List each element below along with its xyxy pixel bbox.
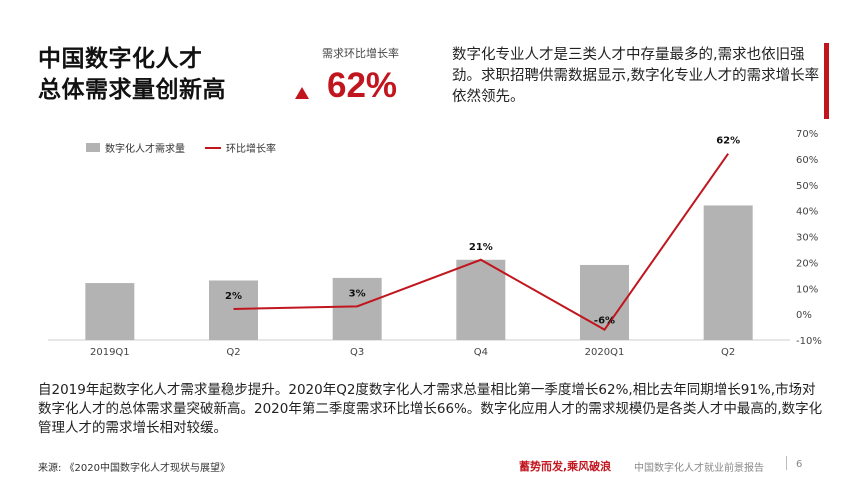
y-tick-label-5: 20%: [796, 258, 818, 269]
summary-paragraph: 自2019年起数字化人才需求量稳步提升。2020年Q2度数字化人才需求总量相比第…: [38, 382, 823, 436]
x-tick-label-2: Q3: [350, 347, 364, 358]
data-label-5: 62%: [716, 136, 740, 147]
legend-bar-label: 数字化人才需求量: [105, 144, 185, 155]
page-title: 中国数字化人才 总体需求量创新高: [38, 44, 226, 106]
y-tick-label-7: 0%: [796, 310, 812, 321]
y-tick-label-2: 50%: [796, 181, 818, 192]
legend-item-line: 环比增长率: [205, 140, 276, 155]
accent-bar: [824, 43, 829, 119]
bar-5: [703, 205, 753, 340]
x-tick-label-4: 2020Q1: [585, 347, 625, 358]
data-label-2: 3%: [349, 288, 366, 299]
footer-report-title: 中国数字化人才就业前景报告: [634, 463, 764, 474]
y-tick-label-8: -10%: [796, 336, 822, 347]
footer-source: 来源: 《2020中国数字化人才现状与展望》: [38, 463, 230, 474]
footer-slogan: 蓄势而发,乘风破浪: [519, 460, 612, 473]
title-line-2: 总体需求量创新高: [38, 77, 226, 103]
y-tick-label-1: 60%: [796, 155, 818, 166]
bar-1: [209, 280, 258, 340]
data-label-3: 21%: [469, 242, 493, 253]
data-label-4: -6%: [594, 316, 615, 327]
title-line-1: 中国数字化人才: [38, 46, 203, 72]
y-tick-label-6: 10%: [796, 284, 818, 295]
y-tick-label-4: 30%: [796, 233, 818, 244]
legend-item-bar: 数字化人才需求量: [86, 140, 185, 155]
footer-divider: [786, 456, 787, 470]
y-tick-label-3: 40%: [796, 207, 818, 218]
y-tick-label-0: 70%: [796, 129, 818, 140]
bar-3: [456, 259, 506, 340]
x-tick-label-0: 2019Q1: [90, 347, 130, 358]
growth-rate-line: [233, 153, 729, 331]
legend-line-label: 环比增长率: [226, 144, 276, 155]
x-tick-label-1: Q2: [226, 347, 240, 358]
description-text: 数字化专业人才是三类人才中存量最多的,需求也依旧强劲。求职招聘供需数据显示,数字…: [452, 47, 820, 105]
bar-2: [332, 277, 382, 340]
x-tick-label-5: Q2: [721, 347, 735, 358]
bar-4: [580, 264, 629, 340]
triangle-up-icon: [295, 87, 309, 99]
kpi-value: 62%: [327, 66, 398, 105]
data-label-1: 2%: [225, 291, 242, 302]
x-tick-label-3: Q4: [474, 347, 488, 358]
legend-bar-swatch: [86, 143, 100, 152]
page-number: 6: [796, 459, 803, 470]
bar-0: [85, 283, 135, 340]
chart-legend: 数字化人才需求量 环比增长率: [86, 140, 296, 155]
kpi-label: 需求环比增长率: [322, 47, 399, 60]
legend-line-swatch: [205, 146, 221, 149]
